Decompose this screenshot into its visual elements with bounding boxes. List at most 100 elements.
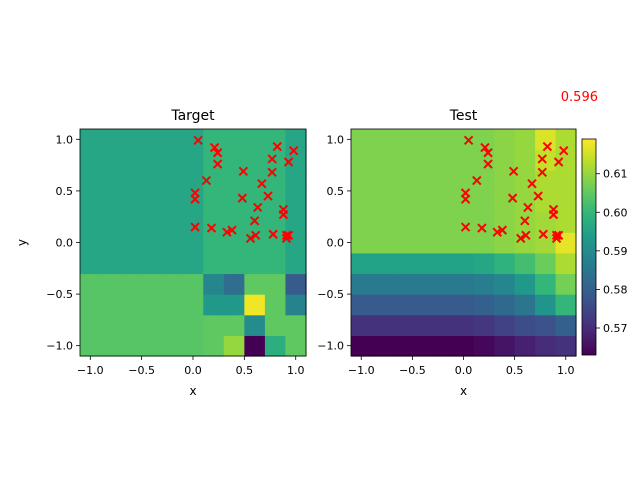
test-x-ticks: −1.0 −0.5 0.0 0.5 1.0 — [348, 356, 575, 377]
heatmap-cell — [223, 252, 245, 275]
heatmap-cell — [494, 294, 516, 316]
heatmap-cell — [285, 294, 307, 316]
heatmap-cell — [80, 211, 102, 233]
heatmap-cell — [182, 211, 204, 233]
heatmap-cell — [264, 252, 287, 275]
heatmap-cell — [121, 314, 143, 336]
sample-marker — [267, 154, 277, 164]
heatmap-cell — [223, 211, 245, 233]
score-label: 0.596 — [561, 90, 598, 105]
sample-marker — [508, 166, 519, 177]
heatmap-cell — [535, 170, 557, 192]
heatmap-cell — [80, 273, 102, 295]
heatmap-cell — [432, 211, 454, 233]
heatmap-cell — [473, 294, 495, 316]
heatmap-cell — [432, 273, 454, 295]
heatmap-cell — [371, 335, 393, 357]
heatmap-cell — [412, 211, 434, 233]
heatmap-cell — [453, 335, 475, 357]
test-title: Test — [449, 108, 478, 124]
heatmap-cell — [264, 335, 287, 357]
x-tick-label: 1.0 — [287, 364, 305, 377]
sample-marker — [460, 194, 471, 204]
heatmap-cell — [432, 232, 454, 254]
sample-marker — [533, 191, 543, 201]
heatmap-cell — [555, 294, 577, 316]
target-title: Target — [170, 108, 215, 124]
sample-marker — [193, 135, 203, 146]
heatmap-cell — [453, 252, 475, 275]
sample-marker — [206, 223, 217, 233]
heatmap-cell — [473, 129, 495, 151]
heatmap-cell — [494, 211, 516, 233]
sample-marker — [460, 222, 471, 232]
heatmap-cell — [141, 149, 163, 171]
heatmap-cell — [453, 149, 475, 171]
sample-marker — [521, 230, 531, 240]
sample-marker — [245, 233, 256, 244]
heatmap-cell — [494, 232, 516, 254]
heatmap-cell — [412, 190, 434, 213]
heatmap-cell — [121, 149, 143, 171]
heatmap-cell — [351, 170, 373, 192]
heatmap-cell — [141, 335, 163, 357]
heatmap-cell — [285, 273, 307, 295]
heatmap-cell — [141, 190, 163, 213]
heatmap-cell — [432, 335, 454, 357]
sample-marker — [537, 154, 547, 164]
heatmap-cell — [371, 149, 393, 171]
sample-marker — [190, 222, 200, 232]
heatmap-cell — [223, 232, 245, 254]
heatmap-cell — [203, 294, 225, 316]
heatmap-cell — [371, 190, 393, 213]
heatmap-cell — [264, 314, 287, 336]
heatmap-cell — [203, 273, 225, 295]
heatmap-cell — [555, 273, 577, 295]
heatmap-cell — [223, 314, 245, 336]
sample-marker — [507, 193, 518, 203]
x-tick-label: −0.5 — [128, 364, 155, 377]
heatmap-cell — [473, 170, 495, 192]
heatmap-cell — [371, 211, 393, 233]
heatmap-cell — [182, 149, 204, 171]
sample-marker — [278, 209, 289, 220]
heatmap-cell — [514, 294, 536, 316]
heatmap-cell — [412, 252, 434, 275]
heatmap-cell — [100, 335, 122, 357]
heatmap-cell — [371, 314, 393, 336]
y-tick-label: −1.0 — [46, 340, 73, 353]
sample-marker — [190, 194, 200, 204]
heatmap-cell — [555, 129, 577, 151]
heatmap-cell — [535, 314, 557, 336]
x-tick-label: 0.5 — [236, 364, 254, 377]
heatmap-cell — [285, 314, 307, 336]
test-panel: −1.0 −0.5 0.0 0.5 1.0 −1.0 −0.5 0.0 0.5 1.0 Test… — [317, 108, 577, 398]
sample-marker — [250, 230, 261, 240]
sample-marker — [483, 159, 493, 169]
heatmap-cell — [141, 170, 163, 192]
heatmap-cell — [535, 149, 557, 171]
heatmap-cell — [351, 190, 373, 213]
heatmap-cell — [80, 190, 102, 213]
heatmap-cell — [203, 232, 225, 254]
heatmap-cell — [453, 211, 475, 233]
heatmap-cell — [391, 335, 413, 357]
heatmap-cell — [121, 273, 143, 295]
heatmap-cell — [473, 252, 495, 275]
y-tick-label: 1.0 — [56, 133, 74, 146]
heatmap-cell — [162, 314, 184, 336]
sample-marker — [283, 230, 294, 240]
heatmap-cell — [244, 170, 266, 192]
sample-marker — [227, 225, 237, 235]
heatmap-cell — [391, 129, 413, 151]
heatmap-cell — [100, 273, 122, 295]
heatmap-cell — [412, 294, 434, 316]
heatmap-cell — [100, 149, 122, 171]
colorbar-tick-label: 0.60 — [603, 206, 628, 219]
heatmap-cell — [244, 252, 266, 275]
y-tick-label: −0.5 — [46, 288, 73, 301]
y-tick-label: 0.5 — [327, 185, 345, 198]
sample-marker — [272, 141, 282, 152]
target-x-ticks: −1.0 −0.5 0.0 0.5 1.0 — [77, 356, 305, 377]
y-tick-label: 0.5 — [56, 185, 74, 198]
